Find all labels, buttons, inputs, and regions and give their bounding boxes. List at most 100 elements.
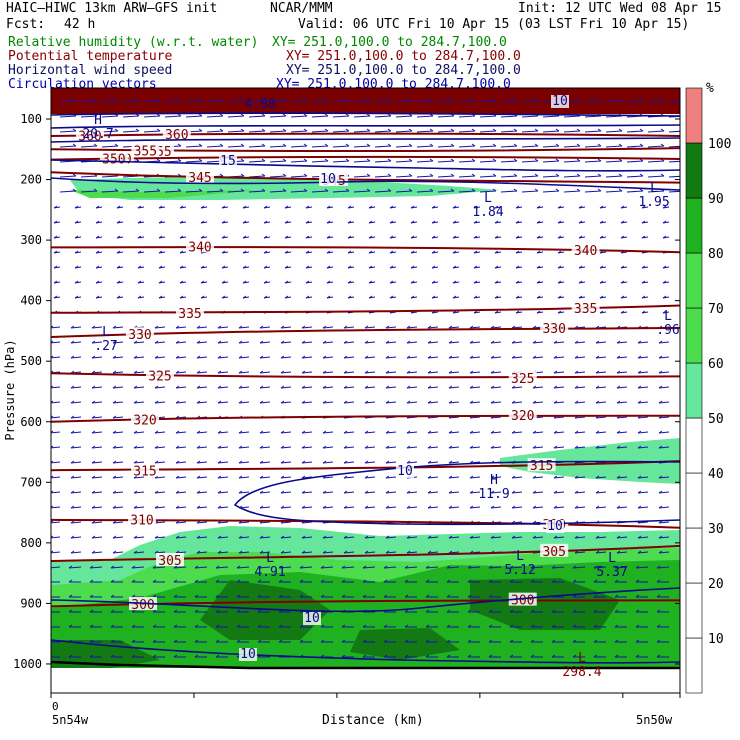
wind-label-bg — [546, 520, 564, 533]
vector-head — [532, 340, 537, 344]
vector-head — [263, 250, 268, 254]
vector-arrow — [469, 476, 481, 479]
vector-head — [658, 430, 663, 434]
vector-arrow — [437, 175, 455, 178]
vector-arrow — [584, 190, 602, 193]
vector-head — [595, 400, 600, 404]
vector-head — [387, 173, 392, 177]
vector-head — [240, 113, 245, 117]
vector-head — [551, 624, 556, 628]
vector-head — [112, 385, 117, 389]
vector-arrow — [51, 536, 61, 539]
vector-arrow — [542, 130, 560, 133]
vector-head — [469, 325, 474, 329]
vector-head — [599, 295, 604, 299]
vector-arrow — [322, 446, 334, 449]
vector-head — [389, 220, 394, 224]
vector-head — [515, 310, 520, 314]
vector-head — [280, 340, 285, 344]
vector-head — [280, 355, 285, 359]
vector-head — [364, 505, 369, 509]
vector-head — [219, 173, 224, 177]
vector-head — [112, 355, 117, 359]
vector-head — [410, 235, 415, 239]
vector-arrow — [217, 386, 229, 389]
vector-head — [616, 370, 621, 374]
vector-head — [343, 370, 348, 374]
vector-head — [385, 370, 390, 374]
vector-head — [387, 128, 392, 132]
vector-arrow — [448, 386, 460, 389]
vector-arrow — [490, 341, 502, 344]
vector-head — [196, 475, 201, 479]
vector-head — [326, 250, 331, 254]
vector-head — [408, 98, 413, 102]
vector-head — [343, 355, 348, 359]
vector-arrow — [259, 326, 271, 329]
theta-contours: 3603603553553503503453453403403353353303… — [51, 127, 680, 613]
vector-head — [406, 325, 411, 329]
vector-head — [551, 565, 556, 569]
vector-head — [618, 143, 623, 147]
vector-arrow — [248, 145, 266, 148]
vector-arrow — [280, 341, 292, 344]
vector-head — [637, 340, 642, 344]
extremum-value: 5.37 — [596, 565, 627, 580]
theta-label: 300 — [511, 594, 534, 609]
vector-head — [383, 639, 388, 643]
vector-head — [656, 565, 661, 569]
vector-head — [91, 340, 96, 344]
plot-frame — [50, 87, 681, 694]
vector-head — [320, 624, 325, 628]
vector-head — [469, 340, 474, 344]
vector-head — [259, 355, 264, 359]
vector-arrow — [154, 356, 166, 359]
vector-head — [431, 295, 436, 299]
vector-arrow — [185, 145, 203, 148]
colorbar-tick-label: 90 — [708, 192, 724, 207]
vector-arrow — [343, 326, 355, 329]
vector-head — [305, 295, 310, 299]
vector-head — [326, 295, 331, 299]
vector-arrow — [91, 386, 103, 389]
vector-arrow — [584, 175, 602, 178]
vector-arrow — [196, 506, 208, 509]
vector-arrow — [238, 401, 250, 404]
vector-head — [641, 310, 646, 314]
vector-head — [385, 430, 390, 434]
vector-head — [156, 98, 161, 102]
vector-arrow — [280, 476, 292, 479]
vector-head — [572, 639, 577, 643]
vector-arrow — [290, 100, 308, 103]
vector-arrow — [217, 371, 229, 374]
vector-arrow — [469, 416, 481, 419]
vector-head — [133, 535, 138, 539]
vector-arrow — [322, 506, 334, 509]
vector-head — [494, 310, 499, 314]
vector-arrow — [353, 190, 371, 193]
vector-arrow — [299, 566, 313, 569]
vector-arrow — [668, 175, 680, 178]
vector-arrow — [280, 521, 292, 524]
vector-arrow — [259, 536, 271, 539]
vector-arrow — [238, 461, 250, 464]
vector-arrow — [133, 446, 145, 449]
vector-arrow — [574, 356, 586, 359]
vector-head — [74, 280, 79, 284]
vector-head — [557, 265, 562, 269]
vector-arrow — [658, 476, 670, 479]
vector-head — [427, 505, 432, 509]
vector-arrow — [374, 160, 392, 163]
vector-arrow — [406, 461, 418, 464]
vector-head — [305, 235, 310, 239]
vector-arrow — [532, 491, 544, 494]
vector-arrow — [173, 566, 187, 569]
vector-arrow — [217, 536, 229, 539]
vector-head — [238, 430, 243, 434]
vector-arrow — [490, 401, 502, 404]
vector-head — [53, 250, 58, 254]
vector-head — [259, 430, 264, 434]
vector-head — [448, 490, 453, 494]
vector-head — [131, 624, 136, 628]
